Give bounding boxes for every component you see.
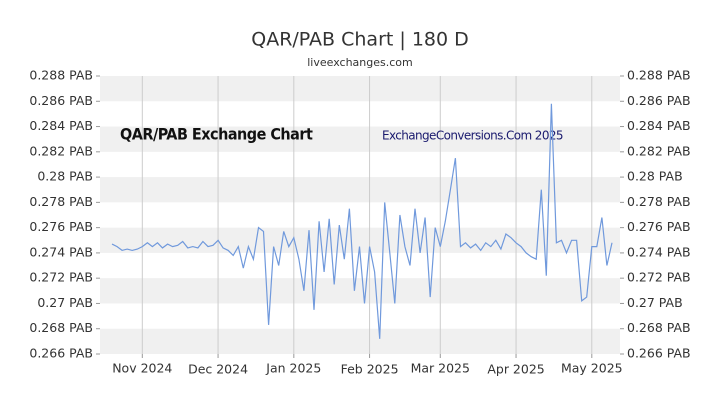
- y2-tick-label: 0.276 PAB: [627, 219, 691, 234]
- band: [100, 328, 620, 354]
- y-tick-label: 0.272 PAB: [29, 270, 93, 285]
- y-tick-label: 0.28 PAB: [37, 169, 93, 184]
- band: [100, 278, 620, 304]
- band: [100, 177, 620, 203]
- y-tick-label: 0.282 PAB: [29, 143, 93, 158]
- y2-tick-label: 0.288 PAB: [627, 68, 691, 83]
- y2-tick-label: 0.284 PAB: [627, 118, 691, 133]
- y2-tick-label: 0.266 PAB: [627, 346, 691, 361]
- chart-subtitle: liveexchanges.com: [307, 56, 412, 69]
- y2-tick-label: 0.274 PAB: [627, 244, 691, 259]
- y2-tick-label: 0.27 PAB: [627, 295, 683, 310]
- band: [100, 76, 620, 102]
- band: [100, 126, 620, 152]
- x-tick-label: Feb 2025: [341, 362, 399, 377]
- x-tick-label: Mar 2025: [411, 361, 470, 376]
- y-tick-label: 0.274 PAB: [29, 244, 93, 259]
- x-tick-label: Dec 2024: [188, 362, 248, 377]
- y2-tick-label: 0.28 PAB: [627, 169, 683, 184]
- y2-tick-label: 0.286 PAB: [627, 93, 691, 108]
- x-tick-label: Jan 2025: [265, 361, 321, 376]
- chart-title: QAR/PAB Chart | 180 D: [251, 29, 469, 51]
- y2-tick-label: 0.268 PAB: [627, 320, 691, 335]
- y-tick-label: 0.27 PAB: [37, 295, 93, 310]
- y-tick-label: 0.266 PAB: [29, 346, 93, 361]
- y2-tick-label: 0.278 PAB: [627, 194, 691, 209]
- x-tick-label: Apr 2025: [487, 362, 544, 377]
- annotation: ExchangeConversions.Com 2025: [382, 129, 563, 143]
- y-tick-label: 0.284 PAB: [29, 118, 93, 133]
- annotation: QAR/PAB Exchange Chart: [120, 125, 313, 144]
- line: [111, 103, 613, 339]
- x-tick-label: Nov 2024: [112, 361, 172, 376]
- x-tick-label: May 2025: [561, 361, 623, 376]
- y2-tick-label: 0.272 PAB: [627, 270, 691, 285]
- y-tick-label: 0.278 PAB: [29, 194, 93, 209]
- y-tick-label: 0.286 PAB: [29, 93, 93, 108]
- y-tick-label: 0.288 PAB: [29, 68, 93, 83]
- y-tick-label: 0.276 PAB: [29, 219, 93, 234]
- y2-tick-label: 0.282 PAB: [627, 143, 691, 158]
- y-tick-label: 0.268 PAB: [29, 320, 93, 335]
